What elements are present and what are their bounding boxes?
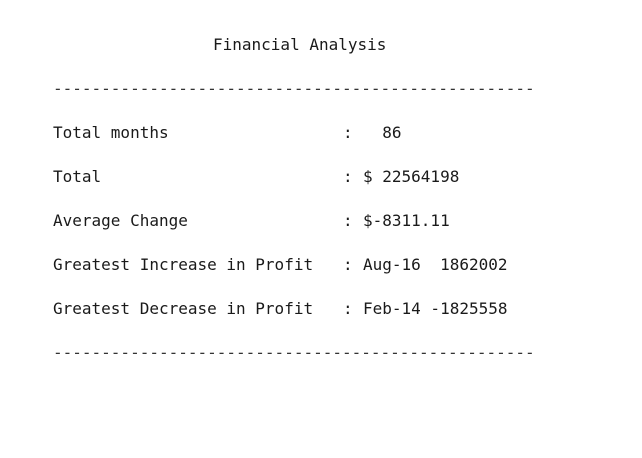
report-title: Financial Analysis <box>213 35 387 54</box>
total-value: $ 22564198 <box>363 167 460 186</box>
average-change-value: $-8311.11 <box>363 211 450 230</box>
greatest-decrease-value: Feb-14 -1825558 <box>363 299 508 318</box>
total-separator: : <box>343 167 353 186</box>
total-months-label: Total months <box>53 123 169 142</box>
greatest-increase-label: Greatest Increase in Profit <box>53 255 314 274</box>
greatest-decrease-label: Greatest Decrease in Profit <box>53 299 314 318</box>
greatest-increase-value: Aug-16 1862002 <box>363 255 508 274</box>
bottom-divider: ----------------------------------------… <box>53 343 535 362</box>
top-divider: ----------------------------------------… <box>53 79 535 98</box>
greatest-decrease-separator: : <box>343 299 353 318</box>
total-months-value: 86 <box>363 123 402 142</box>
total-label: Total <box>53 167 102 186</box>
average-change-label: Average Change <box>53 211 188 230</box>
average-change-separator: : <box>343 211 353 230</box>
greatest-increase-separator: : <box>343 255 353 274</box>
total-months-separator: : <box>343 123 353 142</box>
